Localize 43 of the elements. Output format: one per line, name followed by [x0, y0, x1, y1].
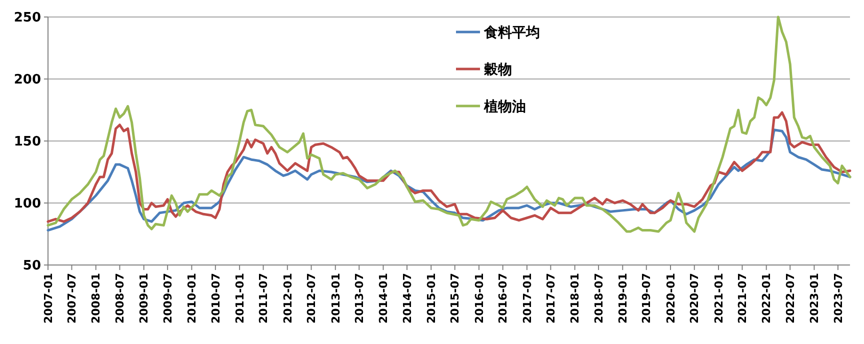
y-tick-label: 50 — [22, 258, 41, 274]
x-tick-label: 2018-07 — [592, 273, 606, 324]
x-tick-label: 2013-07 — [352, 273, 366, 324]
x-tick-label: 2012-07 — [305, 273, 318, 324]
x-tick-label: 2015-01 — [424, 273, 438, 324]
x-tick-label: 2022-01 — [760, 273, 774, 324]
x-tick-label: 2011-07 — [257, 273, 270, 324]
y-tick-label: 150 — [14, 134, 41, 150]
x-tick-label: 2007-01 — [42, 273, 55, 324]
x-tick-label: 2011-01 — [233, 273, 246, 324]
x-tick-label: 2020-01 — [664, 273, 678, 324]
x-tick-label: 2007-07 — [66, 273, 79, 324]
y-tick-label: 100 — [14, 196, 41, 212]
legend-label: 穀物 — [483, 62, 512, 78]
x-tick-label: 2020-07 — [688, 273, 702, 324]
x-tick-label: 2014-01 — [377, 273, 390, 324]
x-tick-label: 2017-07 — [544, 273, 558, 324]
legend-label: 食料平均 — [483, 24, 540, 41]
x-tick-label: 2013-01 — [329, 273, 342, 324]
x-tick-label: 2021-01 — [712, 273, 726, 324]
x-tick-label: 2021-07 — [736, 273, 750, 324]
x-tick-label: 2016-07 — [496, 273, 510, 324]
x-tick-label: 2010-07 — [209, 273, 222, 324]
x-tick-label: 2014-07 — [400, 273, 414, 324]
x-tick-label: 2019-01 — [616, 273, 630, 324]
x-tick-label: 2018-01 — [568, 273, 582, 324]
x-tick-label: 2008-07 — [114, 273, 127, 324]
x-tick-label: 2017-01 — [520, 273, 534, 324]
x-tick-label: 2019-07 — [640, 273, 654, 324]
x-tick-label: 2010-01 — [186, 273, 199, 324]
y-tick-label: 250 — [14, 10, 41, 26]
x-tick-label: 2009-01 — [138, 273, 151, 324]
line-series — [46, 16, 852, 233]
x-tick-label: 2015-07 — [448, 273, 462, 324]
legend-label: 植物油 — [483, 98, 526, 115]
x-tick-label: 2009-07 — [161, 273, 174, 324]
x-tick-label: 2012-01 — [281, 273, 294, 324]
x-tick-label: 2008-01 — [90, 273, 103, 324]
x-tick-label: 2023-07 — [832, 273, 845, 324]
y-tick-label: 200 — [14, 72, 41, 88]
x-tick-label: 2016-01 — [472, 273, 486, 324]
x-tick-label: 2022-07 — [784, 273, 797, 324]
x-tick-label: 2023-01 — [808, 273, 822, 324]
